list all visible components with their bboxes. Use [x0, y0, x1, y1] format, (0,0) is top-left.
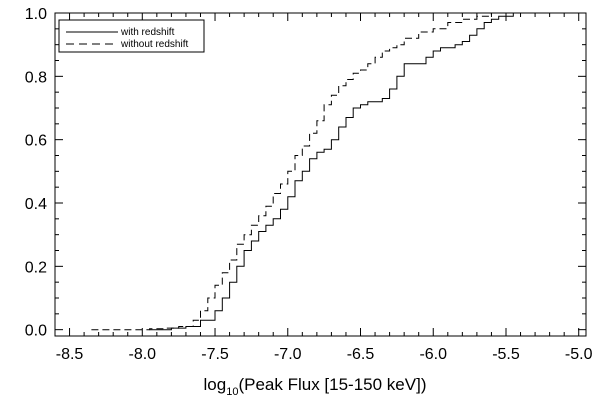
legend-label-without-redshift: without redshift	[120, 39, 188, 50]
x-tick-label: -8.0	[128, 346, 156, 363]
legend: with redshift without redshift	[58, 19, 205, 53]
y-tick-label: 0.8	[25, 69, 47, 86]
x-tick-label: -7.5	[201, 346, 229, 363]
x-tick-label: -8.5	[56, 346, 84, 363]
plot-frame	[54, 12, 587, 337]
tick-layer: -8.5 -8.0 -7.5 -7.0 -6.5 -6.0 -5.5 -5.0 0.0 0.2 0.…	[25, 6, 593, 363]
series-line-without-redshift	[91, 12, 536, 331]
series-layer	[91, 12, 536, 331]
y-tick-label: 0.2	[25, 259, 47, 276]
legend-box	[58, 19, 205, 53]
y-tick-label: 0.4	[25, 196, 47, 213]
x-tick-label: -5.0	[565, 346, 593, 363]
x-tick-label: -6.5	[347, 346, 375, 363]
x-tick-label: -7.0	[274, 346, 302, 363]
x-tick-label: -6.0	[419, 346, 447, 363]
x-axis-title-subscript: 10	[226, 386, 238, 396]
x-axis-title: log10(Peak Flux [15-150 keV])	[204, 375, 427, 396]
legend-label-with-redshift: with redshift	[120, 27, 175, 38]
x-axis-title-suffix: (Peak Flux [15-150 keV])	[238, 375, 426, 394]
y-tick-label: 0.6	[25, 133, 47, 150]
y-tick-label: 0.0	[25, 323, 47, 340]
x-axis-title-prefix: log	[204, 375, 227, 394]
y-tick-label: 1.0	[25, 6, 47, 23]
series-line-with-redshift	[149, 12, 536, 331]
x-tick-label: -5.5	[492, 346, 520, 363]
